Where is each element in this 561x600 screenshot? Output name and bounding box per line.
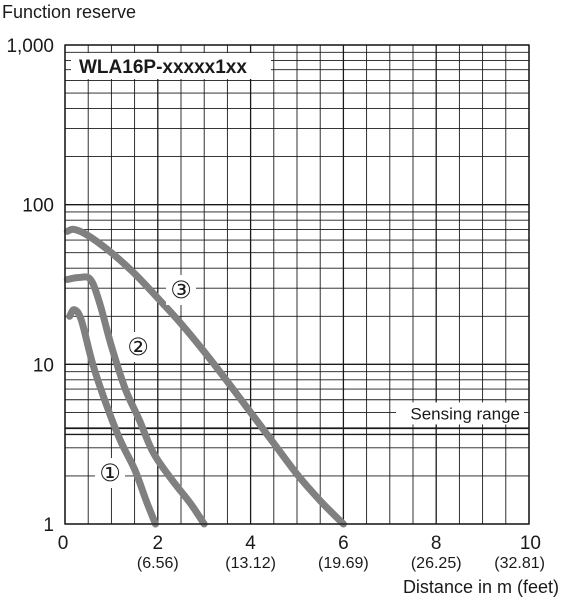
series-curve-1 — [66, 306, 159, 528]
sensing-range-label-bg — [396, 402, 524, 425]
x-tick-sublabel: (26.25) — [411, 555, 462, 572]
x-axis-title: Distance in m (feet) — [403, 577, 559, 597]
x-tick-sublabel: (19.69) — [318, 555, 369, 572]
x-tick-label: 4 — [245, 533, 256, 554]
chart-title-bg — [71, 53, 271, 79]
y-tick-label: 10 — [33, 355, 54, 376]
x-tick-label: 8 — [431, 533, 442, 554]
plot-frame — [64, 44, 530, 525]
series-curve-2 — [63, 273, 208, 528]
series-label-2: ② — [127, 334, 149, 361]
x-tick-label: 2 — [153, 533, 164, 554]
sensing-range-threshold: Sensing range — [65, 402, 529, 436]
series-label-bg — [123, 332, 153, 362]
chart-title: WLA16P-xxxxx1xx — [79, 57, 247, 78]
series-layer — [63, 225, 347, 528]
y-tick-label: 1 — [43, 515, 54, 536]
x-tick-label: 10 — [520, 533, 541, 554]
title-layer: WLA16P-xxxxx1xx — [71, 53, 271, 79]
x-tick-sublabel: (13.12) — [225, 555, 276, 572]
series-label-bg — [95, 458, 125, 488]
grid — [64, 44, 530, 525]
series-labels: ① ② ③ — [95, 275, 196, 488]
x-tick-label: 6 — [338, 533, 349, 554]
series-curve-3 — [63, 225, 347, 528]
series-label-bg — [166, 275, 196, 305]
series-label-3: ③ — [170, 277, 192, 304]
y-tick-label: 100 — [22, 196, 54, 217]
sensing-range-label: Sensing range — [410, 404, 520, 423]
y-tick-label: 1,000 — [6, 36, 54, 57]
y-axis-title: Function reserve — [2, 2, 136, 22]
series-label-1: ① — [99, 460, 121, 487]
x-tick-sublabel: (6.56) — [137, 555, 179, 572]
x-tick-sublabel: (32.81) — [494, 555, 545, 572]
x-tick-label: 0 — [58, 533, 69, 554]
